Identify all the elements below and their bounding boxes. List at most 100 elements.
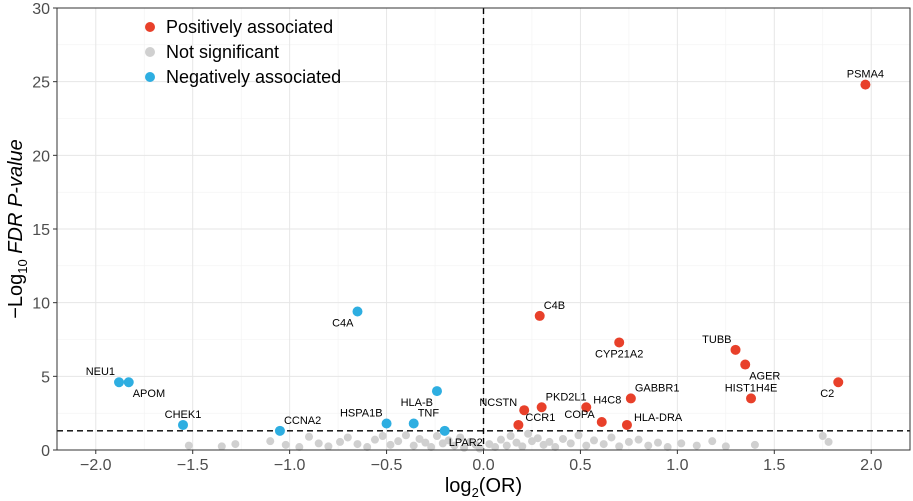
point-not-significant (582, 441, 591, 450)
point-not-significant (721, 442, 730, 451)
point-not-significant (491, 443, 500, 452)
x-tick-label: −1.0 (274, 457, 306, 474)
point-hspa1b (381, 418, 392, 429)
gene-label-hla-dra: HLA-DRA (634, 412, 683, 424)
point-h4c8 (581, 402, 592, 413)
point-not-significant (502, 441, 511, 450)
x-axis-title-pre: log (445, 475, 472, 497)
gene-label-lpar2: LPAR2 (449, 437, 483, 449)
point-not-significant (370, 435, 379, 444)
point-hla-dra (621, 419, 632, 430)
gene-label-pkd2l1: PKD2L1 (546, 391, 587, 403)
gene-label-ncstn: NCSTN (479, 397, 517, 409)
reference-lines (57, 8, 910, 450)
point-ager (740, 359, 751, 370)
gene-label-gabbr1: GABBR1 (635, 382, 680, 394)
y-tick-label: 30 (32, 1, 50, 18)
point-not-significant (677, 439, 686, 448)
gene-label-c4a: C4A (332, 318, 354, 330)
gene-label-hla-b: HLA-B (401, 397, 433, 409)
point-c2 (833, 377, 844, 388)
point-not-significant (524, 429, 533, 438)
point-ncstn (519, 405, 530, 416)
point-pkd2l1 (536, 402, 547, 413)
legend-key-positive (145, 22, 155, 32)
point-ccna2 (274, 425, 285, 436)
point-not-significant (496, 435, 505, 444)
y-tick-label: 10 (32, 296, 50, 313)
point-apom (123, 377, 134, 388)
gene-label-ccr1: CCR1 (525, 412, 555, 424)
point-copa (596, 417, 607, 428)
x-tick-label: 0.5 (569, 457, 591, 474)
point-not-significant (558, 434, 567, 443)
x-tick-label: 2.0 (860, 457, 882, 474)
point-not-significant (231, 440, 240, 449)
gene-label-apom: APOM (133, 388, 165, 400)
point-lpar2 (439, 425, 450, 436)
data-points (114, 79, 871, 453)
gene-label-ager: AGER (749, 371, 780, 383)
legend: Positively associated Not significant Nega… (145, 17, 341, 87)
gene-label-ccna2: CCNA2 (284, 415, 321, 427)
point-not-significant (353, 440, 362, 449)
point-not-significant (545, 437, 554, 446)
legend-key-neutral (145, 47, 155, 57)
y-tick-label: 20 (32, 148, 50, 165)
gene-label-tnf: TNF (418, 407, 440, 419)
point-not-significant (343, 433, 352, 442)
point-not-significant (624, 437, 633, 446)
y-axis-title-italic: FDR P-value (5, 139, 27, 259)
point-not-significant (305, 432, 314, 441)
point-not-significant (692, 441, 701, 450)
gene-label-tubb: TUBB (702, 334, 731, 346)
point-not-significant (615, 442, 624, 451)
point-not-significant (184, 441, 193, 450)
point-not-significant (663, 443, 672, 452)
gene-label-hspa1b: HSPA1B (340, 407, 383, 419)
point-not-significant (574, 431, 583, 440)
point-not-significant (533, 434, 542, 443)
point-not-significant (432, 432, 441, 441)
point-not-significant (506, 432, 515, 441)
y-tick-label: 15 (32, 222, 50, 239)
gene-label-c4b: C4B (544, 300, 565, 312)
point-not-significant (551, 443, 560, 452)
point-not-significant (475, 444, 484, 453)
point-not-significant (450, 441, 459, 450)
point-not-significant (653, 438, 662, 447)
point-c4b (534, 310, 545, 321)
point-hist1h4e (746, 393, 757, 404)
point-not-significant (634, 435, 643, 444)
x-tick-label: −2.0 (80, 457, 112, 474)
point-not-significant (394, 437, 403, 446)
point-not-significant (409, 441, 418, 450)
point-not-significant (566, 439, 575, 448)
y-axis-title-pre: −Log (5, 274, 27, 319)
point-not-significant (590, 436, 599, 445)
x-tick-label: −1.5 (177, 457, 209, 474)
legend-label-positive: Positively associated (166, 17, 333, 37)
point-psma4 (860, 79, 871, 90)
x-axis-title: log2(OR) (445, 475, 522, 500)
point-not-significant (314, 439, 323, 448)
point-not-significant (386, 440, 395, 449)
x-axis-ticks: −2.0 −1.5 −1.0 −0.5 0.0 0.5 1.0 1.5 2.0 (80, 450, 882, 474)
gene-label-psma4: PSMA4 (847, 69, 884, 81)
y-tick-label: 0 (41, 443, 50, 460)
point-neu1 (114, 377, 125, 388)
point-not-significant (336, 437, 345, 446)
x-tick-label: 1.5 (763, 457, 785, 474)
point-not-significant (217, 442, 226, 451)
y-axis-ticks: 0 5 10 15 20 25 30 (32, 1, 57, 460)
point-c4a (352, 306, 363, 317)
legend-label-negative: Negatively associated (166, 67, 341, 87)
y-tick-label: 25 (32, 75, 50, 92)
point-not-significant (444, 436, 453, 445)
point-not-significant (708, 437, 717, 446)
point-not-significant (401, 431, 410, 440)
point-not-significant (750, 440, 759, 449)
point-tnf (408, 418, 419, 429)
gene-label-neu1: NEU1 (86, 366, 115, 378)
